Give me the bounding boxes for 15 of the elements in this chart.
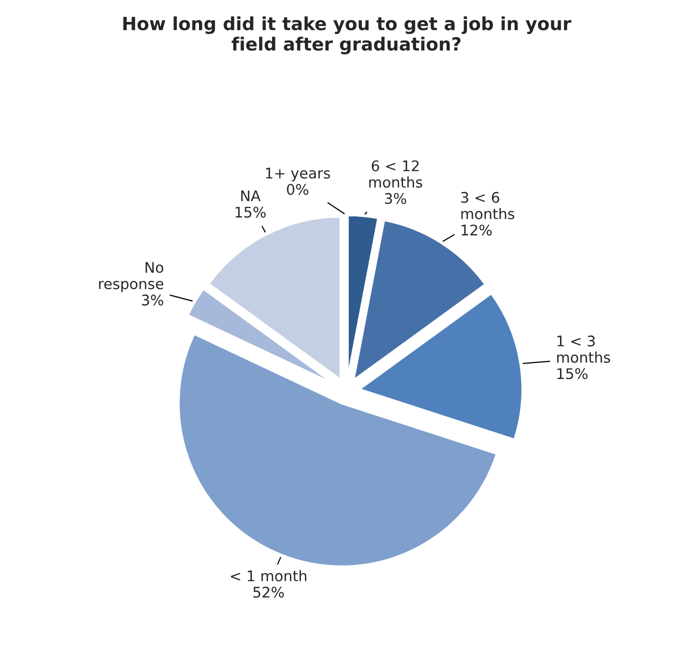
- category-label: 1+ years: [266, 168, 330, 182]
- data-label: 12%: [462, 224, 492, 236]
- data-label: 52%: [253, 586, 284, 598]
- data-label: 15%: [236, 206, 266, 218]
- chart-title: How long did it take you to get a job in your field after graduation?: [123, 16, 572, 54]
- slice-label: 6 < 12 months: [369, 160, 422, 188]
- slice-label: NA: [241, 190, 261, 202]
- text: 0%: [286, 184, 308, 195]
- data-label: 3%: [142, 294, 164, 306]
- slice-label: No response: [99, 262, 164, 292]
- data-label: 15%: [557, 368, 588, 380]
- slice-label: 3 < 6 months: [461, 192, 514, 220]
- slice-label: < 1 month: [230, 570, 306, 582]
- data-label: 3%: [384, 193, 406, 204]
- slice-label: 1 < 3 months: [557, 335, 610, 363]
